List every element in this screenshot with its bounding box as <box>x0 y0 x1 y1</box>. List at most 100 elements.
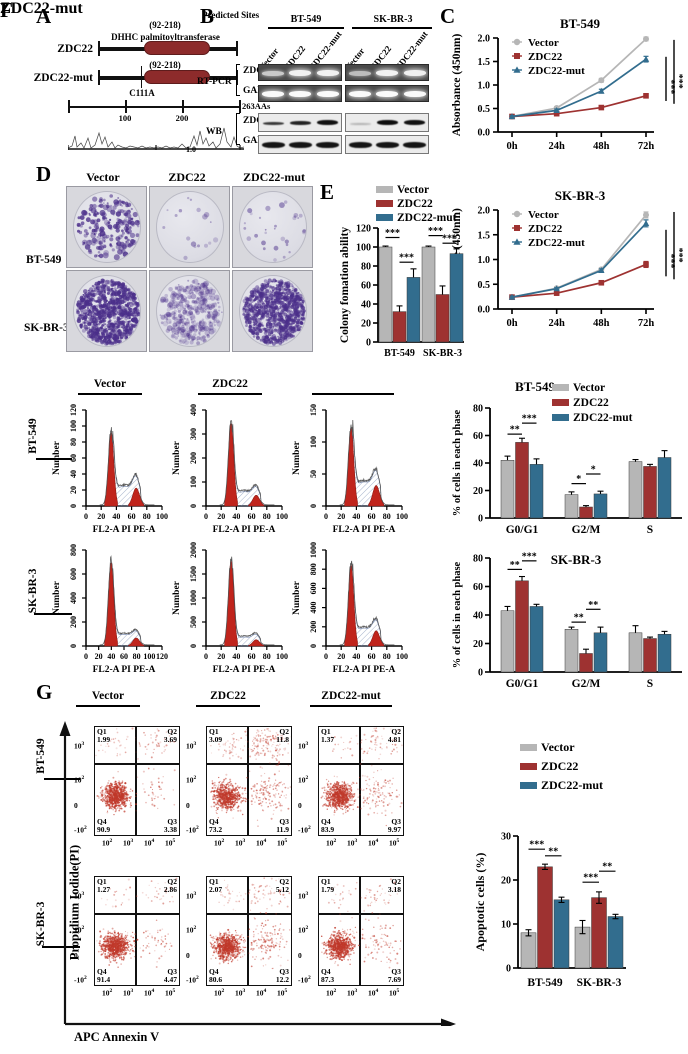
data-point <box>598 87 605 94</box>
significance-label: * <box>591 465 596 476</box>
quadrant-value: 2.86 <box>163 884 177 894</box>
significance-label: *** <box>428 226 443 237</box>
quadrant-label: Q2 3.69 <box>164 728 177 744</box>
x-tick-label: G2/M <box>572 678 601 690</box>
y-tick-base: -10 <box>74 975 84 985</box>
scatter-x-tick-label: 105 <box>277 838 287 848</box>
x-tick-exponent: 3 <box>242 838 246 844</box>
hist-x-tick-label: 60 <box>368 512 376 521</box>
scatter-x-tick-label: 102 <box>214 838 224 848</box>
bar <box>378 246 393 343</box>
quadrant-value: 4.81 <box>387 734 401 744</box>
hist-y-tick-label: 0 <box>309 504 318 508</box>
x-tick-base: 10 <box>165 988 173 998</box>
x-tick-base: 10 <box>277 838 285 848</box>
chart-title: SK-BR-3 <box>551 552 602 567</box>
quadrant-name: Q2 <box>167 727 177 736</box>
colony-plate <box>232 186 313 268</box>
quadrant-value: 1.79 <box>321 884 335 894</box>
quadrant-value: 2.07 <box>209 884 223 894</box>
legend-label: Vector <box>397 184 429 196</box>
y-tick-base: 0 <box>298 801 302 811</box>
x-tick-label: SK-BR-3 <box>423 348 462 359</box>
hist-x-tick-label: 80 <box>143 512 151 521</box>
significance-label: * <box>576 474 581 485</box>
bar <box>520 932 537 969</box>
hist-x-axis-title: FL2-A PI PE-A <box>93 525 156 535</box>
x-tick-label: S <box>647 524 653 536</box>
significance-label: *** <box>529 840 544 851</box>
chart-y-axis-title: % of cells in each phase <box>452 561 463 668</box>
x-tick-exponent: 4 <box>375 838 379 844</box>
quadrant-label: Q4 73.2 <box>209 818 222 834</box>
panel-a-ruler-tick-100: 100 <box>118 113 132 123</box>
bar <box>564 629 579 673</box>
panel-b-group-bt549: BT-549 <box>290 14 322 25</box>
significance-label: *** <box>522 414 537 425</box>
scatter-y-tick-label: 103 <box>74 741 84 751</box>
legend-swatch <box>376 186 393 193</box>
colony-plate <box>149 270 230 352</box>
y-tick-exponent: 3 <box>81 740 85 747</box>
hist-y-tick-label: 800 <box>69 544 78 556</box>
panel-label-b: B <box>200 4 215 28</box>
quadrant-label: Q1 1.79 <box>321 878 334 894</box>
y-tick-exponent: 2 <box>193 774 197 781</box>
data-point <box>642 55 650 62</box>
quadrant-name: Q3 <box>279 817 289 827</box>
scatter-x-tick-label: 104 <box>368 838 378 848</box>
quadrant-label: Q4 80.6 <box>209 968 222 984</box>
hist-y-tick-label: 1500 <box>189 566 198 582</box>
y-tick-label: 10 <box>501 920 511 931</box>
flow-scatter-plot: Q1 1.99 Q2 3.69 Q3 3.38 Q4 90.9 103 102 0 -102 102 10… <box>72 718 184 868</box>
x-tick-label: 0h <box>506 141 517 152</box>
significance-label: *** <box>673 248 684 263</box>
significance-label: ** <box>588 600 598 611</box>
x-tick-label: S <box>647 678 653 690</box>
bar <box>593 632 608 673</box>
scatter-y-tick-label: -102 <box>74 975 87 985</box>
scatter-x-tick-label: 105 <box>389 988 399 998</box>
y-tick-exponent: 3 <box>81 890 85 897</box>
legend-label: Vector <box>528 37 559 49</box>
hist-x-tick-label: 40 <box>107 652 115 661</box>
y-tick-base: 10 <box>74 925 82 935</box>
y-tick-exponent: 2 <box>196 825 199 832</box>
quadrant-value: 3.18 <box>387 884 401 894</box>
legend-swatch <box>552 384 569 391</box>
legend-label: ZDC22 <box>541 759 578 773</box>
bar <box>515 580 529 673</box>
scatter-y-tick-label: 0 <box>298 801 302 810</box>
scatter-y-tick-label: -102 <box>186 825 199 835</box>
legend-label: Vector <box>573 382 605 394</box>
bar <box>529 606 544 673</box>
scatter-x-tick-label: 104 <box>256 988 266 998</box>
scatter-x-tick-label: 103 <box>235 988 245 998</box>
y-tick-base: 0 <box>74 951 78 961</box>
data-point <box>643 93 649 99</box>
hist-x-tick-label: 0 <box>204 652 208 661</box>
scatter-y-tick-label: 103 <box>298 741 308 751</box>
colony-plate <box>232 270 313 352</box>
y-tick-label: 30 <box>501 832 511 843</box>
y-tick-exponent: 3 <box>193 890 197 897</box>
hist-y-tick-label: 0 <box>69 504 78 508</box>
bar <box>564 494 579 519</box>
legend-label: ZDC22-mut <box>528 237 585 249</box>
chart-y-axis-title: Apoptotic cells (%) <box>473 853 487 952</box>
y-tick-base: 10 <box>186 775 194 785</box>
x-tick-base: 10 <box>123 838 131 848</box>
hist-y-tick-label: 200 <box>69 616 78 628</box>
hist-x-tick-label: 60 <box>368 652 376 661</box>
x-tick-exponent: 4 <box>375 988 379 994</box>
y-tick-label: 80 <box>473 404 483 415</box>
x-tick-exponent: 4 <box>151 838 155 844</box>
legend-swatch <box>520 744 537 751</box>
y-tick-base: -10 <box>186 975 196 985</box>
petri-dish <box>239 191 307 263</box>
bar <box>553 899 570 969</box>
quadrant-divider-horizontal <box>207 763 291 765</box>
scatter-y-tick-label: 102 <box>186 775 196 785</box>
hist-x-tick-label: 100 <box>276 512 288 521</box>
